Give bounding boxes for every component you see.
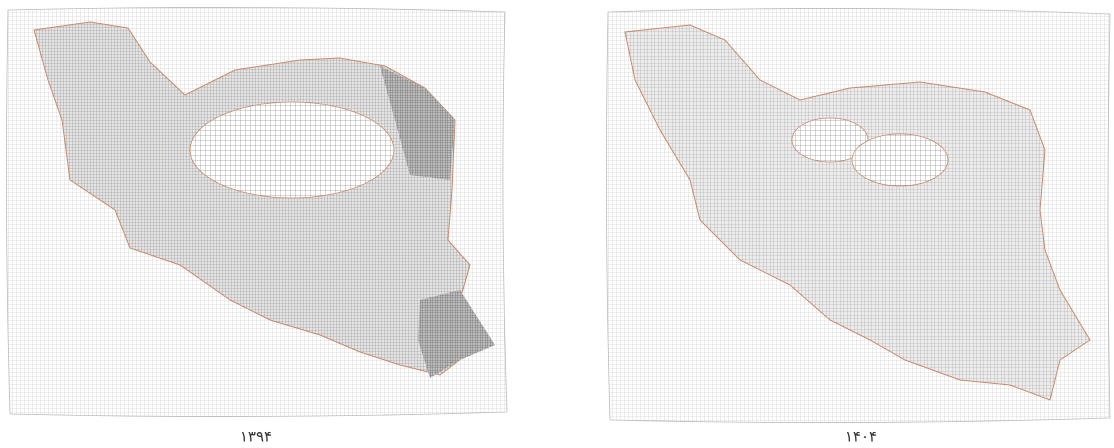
map-right: ۱۴۰۴ — [606, 8, 1111, 446]
desert-region — [791, 117, 869, 163]
dark-region — [380, 66, 455, 180]
map-label: ۱۳۹۴ — [240, 428, 272, 446]
country-shape — [624, 24, 1091, 401]
desert-region — [851, 133, 949, 187]
map-label: ۱۴۰۴ — [845, 428, 877, 446]
map-left: ۱۳۹۴ — [6, 7, 508, 446]
dark-region — [418, 290, 495, 378]
desert-region — [189, 101, 395, 199]
